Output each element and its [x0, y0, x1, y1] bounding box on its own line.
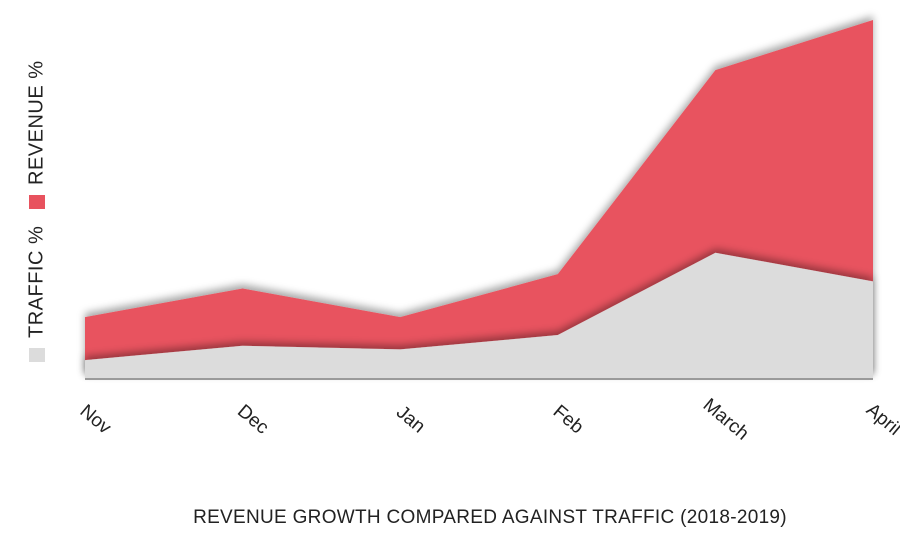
legend-label: TRAFFIC %	[25, 226, 47, 338]
x-tick-label: Feb	[549, 401, 588, 438]
x-tick-label: April	[862, 399, 900, 440]
x-tick-label: Nov	[76, 401, 116, 439]
x-tick-label: Jan	[392, 402, 429, 438]
area	[85, 252, 873, 378]
legend-label: REVENUE %	[25, 60, 47, 185]
x-tick-label: March	[699, 395, 753, 445]
x-tick-label: Dec	[233, 401, 272, 439]
legend-swatch	[29, 195, 45, 209]
chart-title: REVENUE GROWTH COMPARED AGAINST TRAFFIC …	[193, 507, 787, 528]
legend-swatch	[29, 348, 45, 362]
plot-area	[85, 20, 873, 378]
